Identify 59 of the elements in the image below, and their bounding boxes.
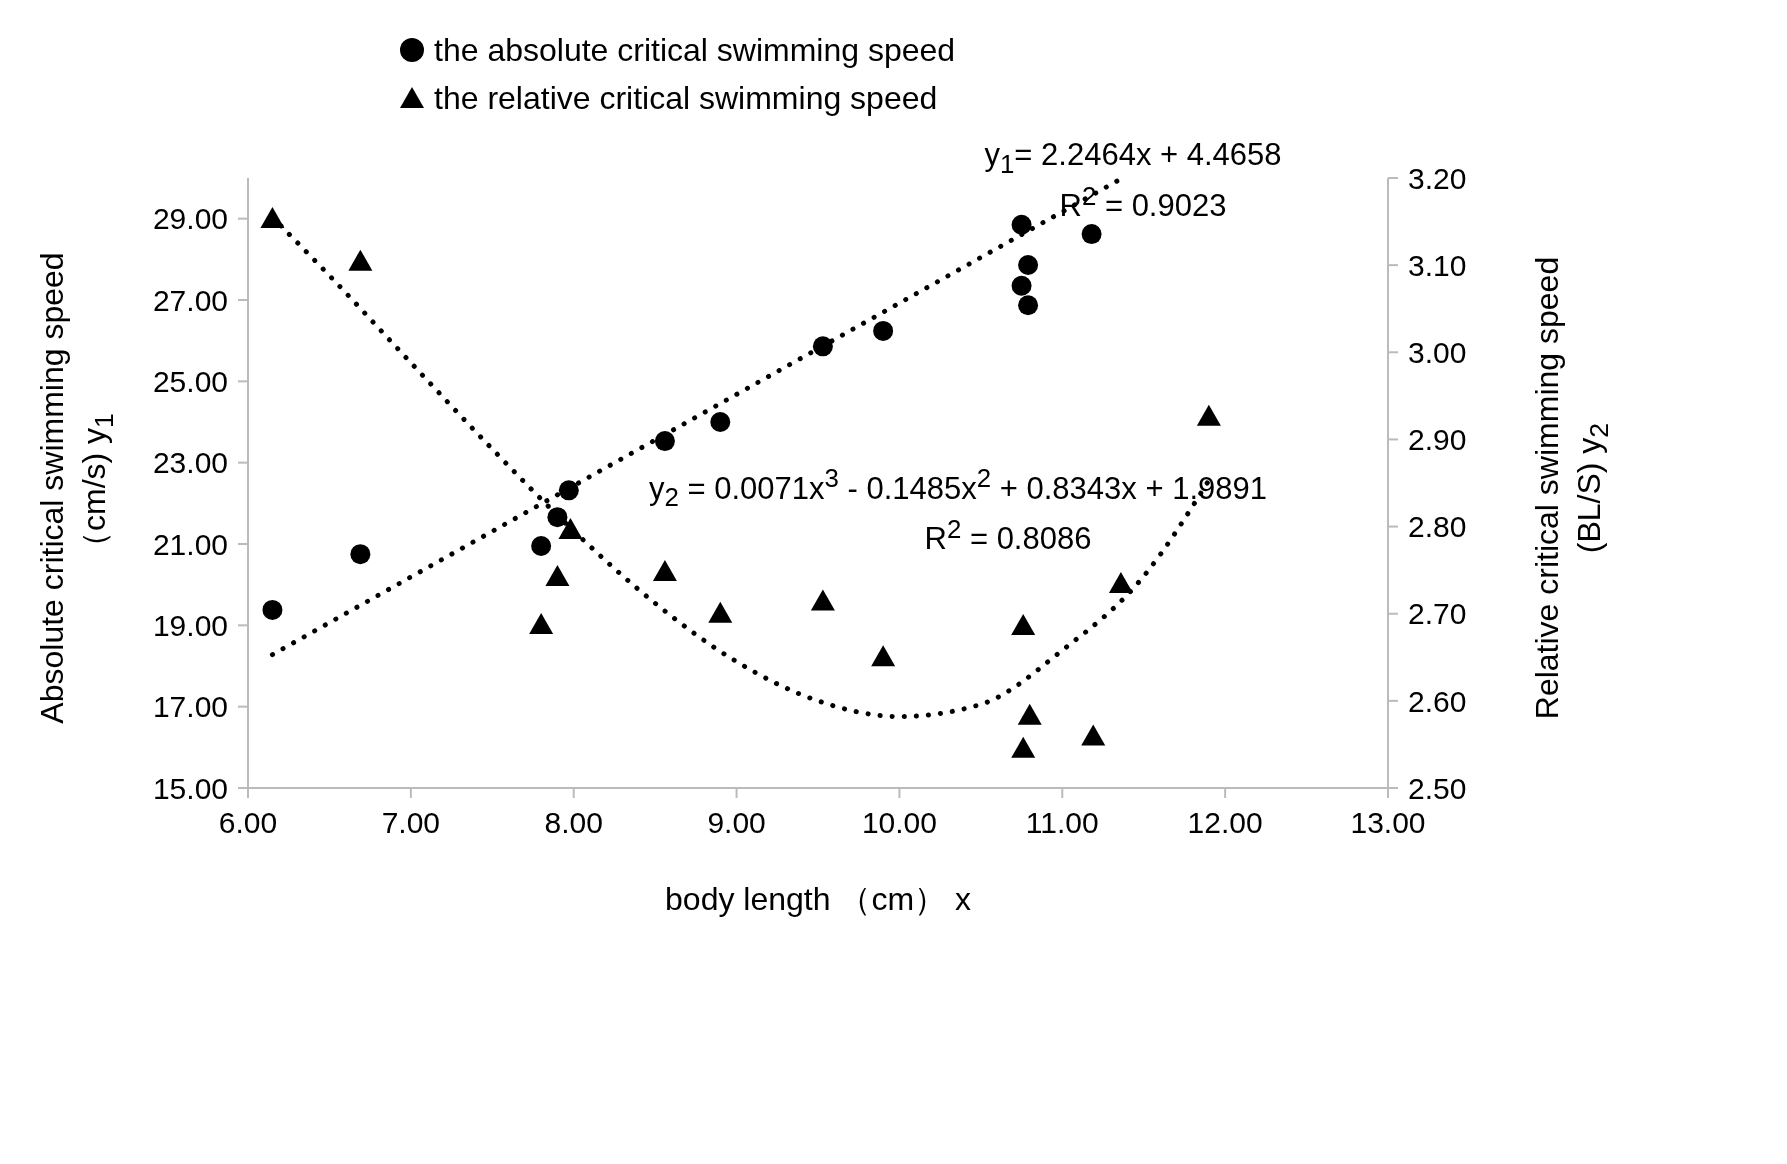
x-tick-label: 7.00 <box>381 806 441 840</box>
y2-tick-label: 3.10 <box>1408 248 1467 282</box>
x-tick-label: 11.00 <box>1025 806 1099 840</box>
point <box>529 613 554 635</box>
point <box>1017 703 1042 725</box>
annotation: y$_{2}$ = 0.0071x$^{3}$ - 0.1485x$^{2}$ + 0.8343x + 1.9891 <box>649 464 1267 512</box>
point <box>558 480 579 501</box>
y2-tick-label: 2.80 <box>1408 510 1467 544</box>
x-tick-label: 13.00 <box>1350 806 1426 840</box>
annotation: R$^{2}$ = 0.8086 <box>924 514 1092 558</box>
y2-tick-label: 2.90 <box>1408 423 1467 457</box>
point <box>710 412 731 432</box>
point <box>547 507 568 528</box>
point <box>262 599 283 620</box>
y2-tick-label: 3.00 <box>1408 335 1467 369</box>
legend-label: the relative critical swimming speed <box>434 79 938 118</box>
legend-label: the absolute critical swimming speed <box>434 31 956 70</box>
point <box>652 559 677 581</box>
x-tick-label: 8.00 <box>544 806 603 840</box>
y-tick-label: 27.00 <box>152 283 228 317</box>
y2-tick-label: 2.50 <box>1408 771 1467 805</box>
point <box>1081 724 1106 746</box>
point <box>1018 295 1039 316</box>
point <box>708 601 733 623</box>
text: y$_{1}$= 2.2464x + 4.4658 <box>984 137 1282 179</box>
point <box>350 544 371 565</box>
point <box>810 589 835 611</box>
point <box>558 518 583 540</box>
point <box>1011 214 1032 235</box>
point <box>1081 224 1102 245</box>
x-tick-label: 12.00 <box>1187 806 1263 840</box>
point <box>871 645 896 667</box>
x-tick-label: 9.00 <box>707 806 766 840</box>
point <box>531 536 552 557</box>
x-axis-title: body length （cm） x <box>664 880 972 919</box>
point <box>348 249 373 271</box>
y2-tick-label: 2.60 <box>1408 684 1467 718</box>
y-tick-label: 29.00 <box>152 202 228 236</box>
point <box>812 336 833 357</box>
x-tick-label: 6.00 <box>218 806 278 840</box>
y-tick-label: 17.00 <box>152 690 228 724</box>
point <box>545 565 570 587</box>
point <box>260 206 285 228</box>
point <box>1108 572 1133 594</box>
point <box>654 431 675 452</box>
point <box>873 320 894 341</box>
y-tick-label: 25.00 <box>152 364 228 398</box>
y-tick-label: 23.00 <box>152 446 228 480</box>
y2-tick-label: 3.20 <box>1408 161 1467 195</box>
point <box>1196 404 1221 426</box>
y2-tick-label: 2.70 <box>1408 597 1467 631</box>
y-tick-label: 21.00 <box>152 527 228 561</box>
x-tick-label: 10.00 <box>861 806 937 840</box>
point <box>1011 613 1036 635</box>
point <box>1011 275 1032 296</box>
point <box>1011 736 1036 758</box>
point <box>1018 255 1039 276</box>
y-tick-label: 15.00 <box>152 771 228 805</box>
y-tick-label: 19.00 <box>152 608 228 642</box>
